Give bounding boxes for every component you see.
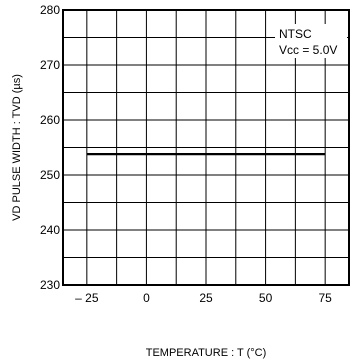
x-tick-label: – 25 — [75, 291, 99, 305]
y-axis-title: VD PULSE WIDTH : TVD (µs) — [11, 74, 23, 221]
annotation-ntsc: NTSC — [279, 27, 312, 41]
x-tick-label: 25 — [199, 291, 213, 305]
annotation-box: NTSC Vcc = 5.0V — [275, 24, 347, 58]
annotation-background — [275, 24, 347, 58]
grid — [63, 10, 349, 285]
x-tick-label: 0 — [143, 291, 150, 305]
y-tick-labels: 230 240 250 260 270 280 — [40, 3, 60, 292]
x-tick-label: 75 — [318, 291, 332, 305]
x-tick-labels: – 25 0 25 50 75 — [75, 291, 332, 305]
y-tick-label: 280 — [40, 3, 60, 17]
x-tick-label: 50 — [259, 291, 273, 305]
y-tick-label: 260 — [40, 113, 60, 127]
y-tick-label: 270 — [40, 58, 60, 72]
annotation-vcc: Vcc = 5.0V — [279, 43, 337, 57]
y-tick-label: 250 — [40, 168, 60, 182]
y-tick-label: 230 — [40, 278, 60, 292]
plot-frame — [62, 9, 350, 286]
x-axis-title: TEMPERATURE : T (°C) — [146, 347, 267, 359]
y-tick-label: 240 — [40, 223, 60, 237]
